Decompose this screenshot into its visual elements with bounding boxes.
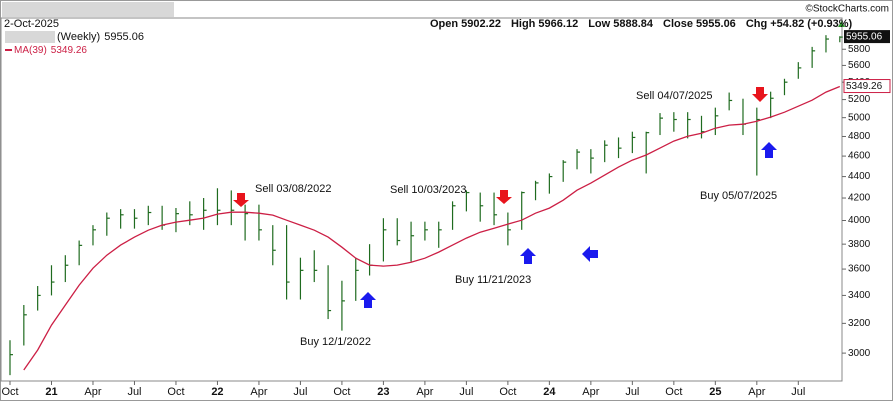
signal-annotation: Sell 03/08/2022	[255, 183, 331, 195]
copyright: ©StockCharts.com	[805, 4, 889, 15]
y-tick-label: 5800	[848, 44, 871, 55]
buy-arrow	[520, 248, 536, 264]
y-tick-label: 4000	[848, 215, 871, 226]
x-tick-label: 22	[211, 386, 223, 398]
y-tick-label: 3000	[848, 348, 871, 359]
sell-arrow	[496, 190, 512, 204]
redacted-title	[2, 2, 174, 17]
legend-name: (Weekly)	[57, 31, 100, 43]
y-tick-label: 4800	[848, 131, 871, 142]
signal-annotation: Buy 11/21/2023	[455, 274, 531, 286]
legend-name: MA(39)	[14, 45, 47, 56]
y-tick-label: 3200	[848, 318, 871, 329]
x-tick-label: 23	[377, 386, 389, 398]
legend-value: 5955.06	[104, 31, 144, 43]
quote-field: Chg +54.82 (+0.93%)	[746, 18, 853, 30]
x-tick-label: Apr	[748, 386, 765, 398]
last-price-label: 5955.06	[846, 32, 883, 43]
y-tick-label: 5600	[848, 60, 871, 71]
x-tick-label: Apr	[84, 386, 101, 398]
last-ma-label: 5349.26	[846, 81, 883, 92]
y-tick-label: 3400	[848, 290, 871, 301]
signal-annotation: Sell 04/07/2025	[636, 90, 712, 102]
x-tick-label: Jul	[459, 386, 473, 398]
quote-field: Close 5955.06	[663, 18, 736, 30]
x-tick-label: Oct	[499, 386, 516, 398]
quote-field: Low 5888.84	[588, 18, 654, 30]
up-indicator	[838, 21, 845, 27]
y-tick-label: 4600	[848, 151, 871, 162]
date-label: 2-Oct-2025	[4, 18, 59, 30]
y-tick-label: 4200	[848, 193, 871, 204]
quote-field: Open 5902.22	[430, 18, 501, 30]
y-tick-label: 5000	[848, 112, 871, 123]
last-ma-box	[843, 79, 891, 94]
buy-arrow	[761, 142, 777, 158]
x-tick-label: 24	[543, 386, 556, 398]
y-tick-label: 3800	[848, 239, 871, 250]
legend-entry: (Weekly) 5955.06	[57, 31, 144, 43]
signal-arrows	[233, 87, 777, 308]
signal-annotation: Buy 05/07/2025	[700, 190, 777, 202]
x-tick-label: Apr	[416, 386, 433, 398]
y-tick-label: 3600	[848, 264, 871, 275]
x-tick-label: Apr	[250, 386, 267, 398]
x-tick-label: Jul	[127, 386, 141, 398]
legend-entry: MA(39) 5349.26	[14, 45, 87, 56]
quote-field: High 5966.12	[511, 18, 578, 30]
moving-average-line	[23, 85, 841, 371]
x-tick-label: 21	[45, 386, 57, 398]
x-tick-label: Oct	[1, 386, 18, 398]
buy-arrow	[360, 292, 376, 308]
redacted-symbol	[5, 31, 55, 43]
signal-annotation: Sell 10/03/2023	[390, 184, 466, 196]
x-tick-label: Apr	[582, 386, 599, 398]
y-tick-label: 5200	[848, 94, 871, 105]
y-tick-label: 4400	[848, 171, 871, 182]
x-tick-label: Jul	[791, 386, 805, 398]
x-tick-label: 25	[709, 386, 721, 398]
x-tick-label: Oct	[167, 386, 184, 398]
last-price-box	[844, 30, 890, 44]
signal-annotation: Buy 12/1/2022	[300, 336, 371, 348]
x-tick-label: Jul	[293, 386, 307, 398]
plot-frame	[0, 17, 843, 382]
sell-arrow	[233, 193, 249, 207]
x-tick-label: Oct	[665, 386, 682, 398]
buy-arrow	[582, 246, 598, 262]
x-tick-label: Jul	[625, 386, 639, 398]
x-tick-label: Oct	[333, 386, 350, 398]
sell-arrow	[752, 87, 768, 102]
legend-value: 5349.26	[51, 45, 88, 56]
